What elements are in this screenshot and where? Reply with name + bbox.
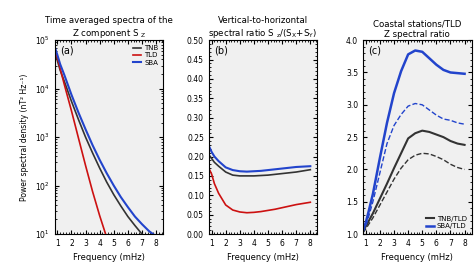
TLD: [69, 109, 74, 112]
Line: SBA/TLD: SBA/TLD: [363, 50, 465, 230]
TNB/TLD: [434, 133, 439, 136]
TNB: [90, 151, 95, 155]
SBA: [62, 73, 67, 77]
X-axis label: Frequency (mHz): Frequency (mHz): [73, 253, 145, 263]
TLD: [82, 164, 88, 167]
X-axis label: Frequency (mHz): Frequency (mHz): [382, 253, 453, 263]
TNB: [139, 232, 145, 236]
TNB/TLD: [384, 182, 390, 185]
TLD: [90, 190, 95, 193]
TNB: [52, 50, 57, 53]
TNB/TLD: [455, 142, 460, 145]
Line: TNB: TNB: [55, 52, 156, 245]
SBA: [153, 235, 159, 238]
X-axis label: Frequency (mHz): Frequency (mHz): [227, 253, 299, 263]
Line: TLD: TLD: [55, 48, 156, 277]
SBA: [111, 184, 117, 187]
SBA: [139, 222, 145, 226]
SBA: [146, 229, 152, 233]
TNB: [97, 166, 102, 170]
TNB/TLD: [405, 137, 411, 140]
TNB: [132, 224, 138, 227]
Y-axis label: Power spectral density (nT² Hz⁻¹): Power spectral density (nT² Hz⁻¹): [20, 73, 29, 201]
SBA: [97, 158, 102, 161]
Legend: TNB/TLD, SBA/TLD: TNB/TLD, SBA/TLD: [424, 214, 468, 230]
TNB: [118, 204, 124, 208]
TNB/TLD: [462, 143, 467, 147]
SBA/TLD: [377, 156, 383, 160]
SBA/TLD: [427, 57, 432, 60]
TNB/TLD: [412, 132, 418, 135]
SBA/TLD: [419, 50, 425, 53]
SBA/TLD: [366, 210, 372, 213]
SBA: [52, 45, 57, 48]
Line: SBA: SBA: [55, 46, 156, 236]
TLD: [55, 56, 60, 59]
Title: Time averaged spectra of the
Z component S $\mathregular{_Z}$: Time averaged spectra of the Z component…: [45, 16, 173, 40]
TNB/TLD: [427, 130, 432, 134]
SBA/TLD: [434, 63, 439, 66]
TNB: [57, 68, 63, 72]
Text: (c): (c): [368, 46, 382, 56]
TLD: [118, 270, 124, 273]
SBA/TLD: [370, 192, 376, 196]
SBA: [132, 215, 138, 218]
SBA/TLD: [398, 70, 404, 73]
TNB/TLD: [440, 135, 446, 139]
TNB: [153, 243, 159, 247]
TNB: [76, 118, 82, 121]
SBA: [118, 195, 124, 199]
TNB: [104, 180, 109, 184]
SBA/TLD: [462, 72, 467, 75]
SBA/TLD: [363, 221, 369, 224]
Text: (a): (a): [60, 46, 73, 56]
TNB: [55, 59, 60, 62]
TNB: [125, 215, 131, 218]
TNB/TLD: [370, 212, 376, 215]
Title: Coastal stations/TLD
Z spectral ratio: Coastal stations/TLD Z spectral ratio: [373, 20, 462, 39]
SBA/TLD: [440, 68, 446, 71]
SBA/TLD: [455, 71, 460, 75]
TNB: [82, 135, 88, 139]
TNB/TLD: [360, 229, 366, 232]
SBA: [90, 143, 95, 147]
TLD: [62, 83, 67, 86]
TLD: [57, 67, 63, 70]
Title: Vertical-to-horizontal
spectral ratio S $\mathregular{_z}$/(S$\mathregular{_X}$+: Vertical-to-horizontal spectral ratio S …: [209, 16, 318, 40]
SBA: [57, 63, 63, 66]
SBA: [82, 128, 88, 131]
SBA: [69, 93, 74, 96]
TNB/TLD: [377, 197, 383, 200]
SBA: [76, 111, 82, 114]
SBA/TLD: [412, 49, 418, 52]
SBA/TLD: [447, 71, 453, 74]
TNB: [62, 80, 67, 83]
TNB/TLD: [366, 219, 372, 223]
SBA/TLD: [391, 91, 397, 95]
Text: (b): (b): [214, 46, 228, 56]
TLD: [52, 46, 57, 49]
TNB: [69, 99, 74, 103]
TLD: [111, 255, 117, 258]
TNB/TLD: [447, 139, 453, 143]
TLD: [104, 236, 109, 239]
Line: TNB/TLD: TNB/TLD: [363, 131, 465, 231]
TNB/TLD: [419, 129, 425, 132]
SBA: [55, 53, 60, 57]
TNB: [111, 193, 117, 196]
TNB/TLD: [363, 225, 369, 228]
TNB: [146, 238, 152, 242]
Legend: TNB, TLD, SBA: TNB, TLD, SBA: [131, 44, 160, 67]
SBA/TLD: [360, 229, 366, 232]
TLD: [97, 214, 102, 217]
TLD: [76, 137, 82, 140]
SBA: [125, 206, 131, 209]
TNB/TLD: [391, 166, 397, 170]
TNB/TLD: [398, 152, 404, 155]
SBA/TLD: [405, 53, 411, 56]
SBA: [104, 171, 109, 175]
SBA/TLD: [384, 121, 390, 125]
